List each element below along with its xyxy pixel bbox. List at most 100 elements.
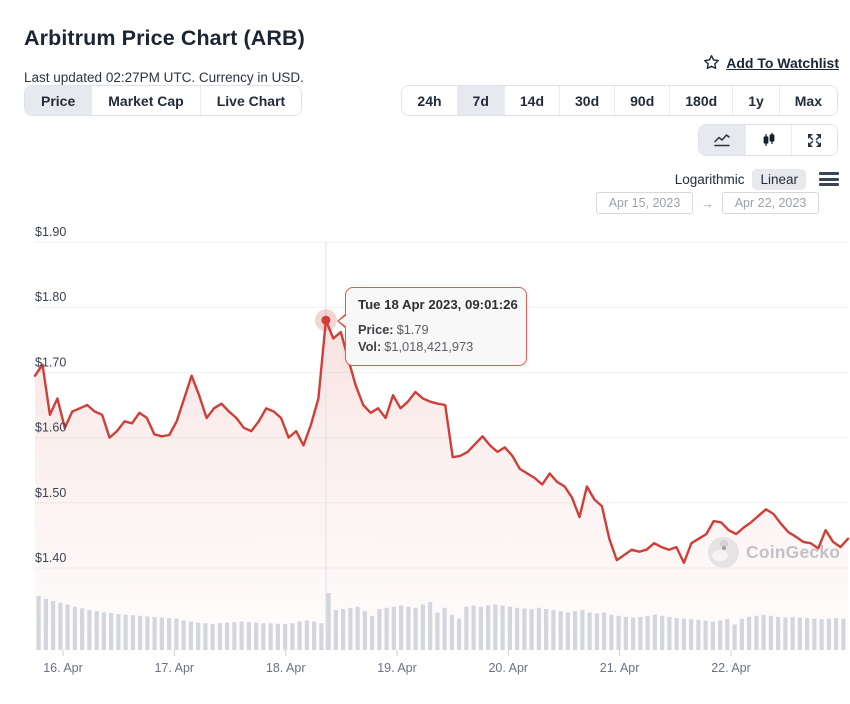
range-30d[interactable]: 30d bbox=[559, 86, 615, 115]
volume-bar bbox=[261, 623, 266, 650]
tab-market-cap[interactable]: Market Cap bbox=[91, 86, 200, 115]
volume-bar bbox=[805, 618, 810, 650]
date-to-input[interactable] bbox=[722, 192, 819, 214]
volume-bar bbox=[544, 609, 549, 650]
range-24h[interactable]: 24h bbox=[402, 86, 457, 115]
line-chart-button[interactable] bbox=[699, 125, 745, 155]
tooltip-price-row: Price: $1.79 bbox=[358, 322, 429, 337]
volume-bar bbox=[268, 623, 273, 650]
y-axis-label: $1.40 bbox=[35, 551, 66, 565]
volume-bar bbox=[239, 621, 244, 650]
volume-bar bbox=[834, 618, 839, 650]
range-14d[interactable]: 14d bbox=[503, 86, 560, 115]
volume-bar bbox=[326, 593, 331, 650]
volume-bar bbox=[551, 610, 556, 650]
x-axis-label: 21. Apr bbox=[600, 661, 640, 675]
logarithmic-option[interactable]: Logarithmic bbox=[674, 171, 745, 187]
volume-bar bbox=[80, 608, 85, 650]
add-to-watchlist-link[interactable]: Add To Watchlist bbox=[703, 54, 839, 71]
candlestick-chart-button[interactable] bbox=[745, 125, 791, 155]
volume-bar bbox=[776, 616, 781, 650]
volume-bar bbox=[101, 612, 106, 650]
volume-bar bbox=[478, 606, 483, 650]
volume-bar bbox=[710, 621, 715, 650]
star-icon bbox=[704, 55, 720, 70]
volume-bar bbox=[435, 612, 440, 650]
volume-bar bbox=[225, 622, 230, 650]
volume-bar bbox=[667, 616, 672, 650]
volume-bar bbox=[739, 618, 744, 650]
volume-bar bbox=[761, 614, 766, 650]
range-180d[interactable]: 180d bbox=[669, 86, 733, 115]
range-max[interactable]: Max bbox=[778, 86, 837, 115]
volume-bar bbox=[87, 610, 92, 650]
volume-bar bbox=[449, 614, 454, 650]
range-1y[interactable]: 1y bbox=[732, 86, 779, 115]
tab-price[interactable]: Price bbox=[25, 86, 92, 115]
volume-bar bbox=[275, 623, 280, 650]
volume-bar bbox=[384, 607, 389, 650]
volume-bar bbox=[819, 619, 824, 650]
volume-bar bbox=[507, 606, 512, 650]
marker-dot bbox=[321, 315, 331, 325]
range-90d[interactable]: 90d bbox=[614, 86, 670, 115]
volume-bar bbox=[413, 607, 418, 650]
volume-bar bbox=[536, 607, 541, 650]
range-7d[interactable]: 7d bbox=[456, 86, 504, 115]
fullscreen-button[interactable] bbox=[791, 125, 837, 155]
volume-bar bbox=[43, 598, 48, 650]
candlestick-icon bbox=[763, 133, 774, 146]
volume-bar bbox=[689, 619, 694, 650]
volume-bar bbox=[152, 616, 157, 650]
volume-bar bbox=[529, 609, 534, 650]
y-axis-label: $1.80 bbox=[35, 290, 66, 304]
volume-bar bbox=[580, 610, 585, 650]
linear-option[interactable]: Linear bbox=[752, 168, 806, 190]
y-axis-label: $1.70 bbox=[35, 355, 66, 369]
volume-bar bbox=[159, 617, 164, 650]
view-tab-group: Price Market Cap Live Chart bbox=[24, 85, 303, 116]
volume-bar bbox=[377, 609, 382, 650]
volume-bar bbox=[420, 604, 425, 650]
volume-bar bbox=[471, 605, 476, 650]
volume-bar bbox=[341, 609, 346, 650]
y-axis-label: $1.90 bbox=[35, 225, 66, 239]
volume-bar bbox=[391, 606, 396, 650]
volume-bar bbox=[290, 623, 295, 650]
tooltip-volume-value: $1,018,421,973 bbox=[384, 338, 474, 354]
date-from-input[interactable] bbox=[596, 192, 693, 214]
volume-bar bbox=[573, 611, 578, 650]
volume-bar bbox=[457, 618, 462, 650]
volume-bar bbox=[283, 623, 288, 650]
y-axis-label: $1.50 bbox=[35, 486, 66, 500]
volume-bar bbox=[522, 608, 527, 650]
volume-bar bbox=[348, 607, 353, 650]
price-line bbox=[33, 319, 850, 564]
volume-bar bbox=[725, 619, 730, 650]
volume-bar bbox=[36, 595, 41, 650]
volume-bar bbox=[732, 624, 737, 651]
date-range-arrow-icon: → bbox=[701, 195, 714, 211]
volume-bar bbox=[565, 612, 570, 650]
tooltip-volume-row: Vol: $1,018,421,973 bbox=[358, 338, 474, 354]
volume-bar bbox=[145, 616, 150, 650]
volume-bar bbox=[609, 614, 614, 650]
volume-bar bbox=[254, 622, 259, 650]
volume-bar bbox=[333, 610, 338, 650]
x-axis-label: 20. Apr bbox=[488, 661, 528, 675]
volume-bar bbox=[130, 615, 135, 650]
time-range-group: 24h 7d 14d 30d 90d 180d 1y Max bbox=[401, 85, 838, 116]
menu-icon[interactable] bbox=[819, 172, 839, 186]
tooltip-price-value: $1.79 bbox=[396, 322, 429, 337]
volume-bar bbox=[783, 617, 788, 650]
volume-bar bbox=[232, 622, 237, 650]
price-area-fill bbox=[35, 320, 848, 650]
volume-bar bbox=[768, 615, 773, 650]
x-axis-label: 16. Apr bbox=[43, 661, 83, 675]
tab-live-chart[interactable]: Live Chart bbox=[199, 86, 302, 115]
x-axis-label: 17. Apr bbox=[154, 661, 194, 675]
volume-bar bbox=[493, 604, 498, 650]
volume-bar bbox=[181, 620, 186, 650]
fullscreen-icon bbox=[808, 133, 821, 147]
